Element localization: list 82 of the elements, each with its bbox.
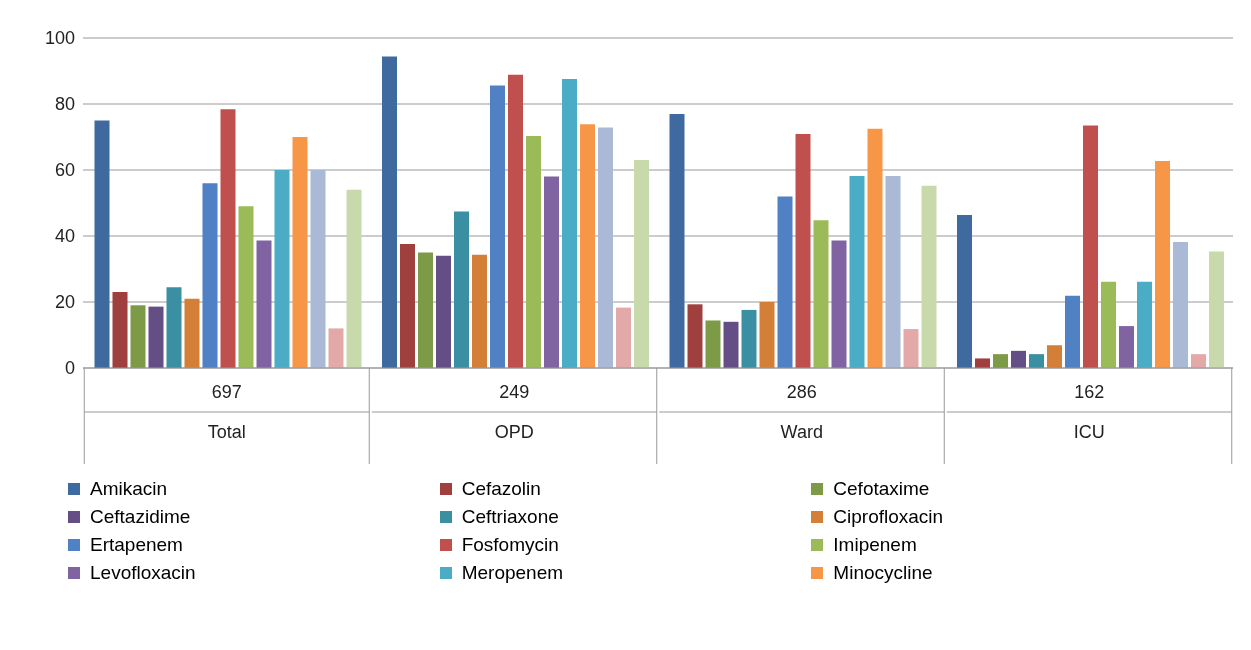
legend-label: Meropenem: [461, 562, 564, 584]
y-tick-label: 80: [54, 94, 75, 115]
y-tick-label: 0: [64, 358, 75, 379]
bar: [436, 255, 451, 368]
bar: [310, 170, 326, 368]
bar: [1065, 295, 1080, 368]
bar: [562, 78, 577, 368]
bar: [723, 321, 739, 368]
bar: [687, 304, 703, 368]
legend-label: Levofloxacin: [90, 562, 196, 584]
bar: [957, 214, 972, 368]
bar: [1155, 161, 1170, 368]
bar: [220, 109, 236, 368]
bar: [94, 120, 110, 368]
bar: [130, 305, 146, 368]
bar: [202, 183, 218, 368]
bar: [454, 211, 469, 368]
legend-label: Ciprofloxacin: [833, 506, 944, 528]
bar: [1047, 345, 1062, 368]
legend-label: Ceftazidime: [90, 506, 191, 528]
bar: [184, 298, 200, 368]
bar: [490, 85, 505, 368]
bar: [148, 306, 164, 368]
bar: [598, 127, 613, 368]
bar: [292, 137, 308, 368]
legend-label: Imipenem: [833, 534, 917, 556]
bar: [526, 136, 541, 368]
bar: [112, 292, 128, 368]
bar: [580, 124, 595, 368]
legend-label: Minocycline: [833, 562, 933, 584]
bar: [867, 128, 883, 368]
legend-label: Ertapenem: [90, 534, 183, 556]
bar: [1137, 281, 1152, 368]
bar: [274, 170, 290, 368]
bar: [634, 160, 649, 368]
legend-label: Cefazolin: [461, 478, 541, 500]
bar: [759, 302, 775, 368]
bar: [669, 113, 685, 368]
bar: [1029, 354, 1044, 368]
bar: [1191, 354, 1206, 368]
bar: [328, 328, 344, 368]
bar: [508, 74, 523, 368]
bar: [166, 287, 182, 368]
bar: [1209, 251, 1224, 368]
bar: [741, 309, 757, 368]
x-tick-label: 286 Ward: [780, 382, 823, 442]
bar: [1083, 125, 1098, 368]
legend-label: Ceftriaxone: [461, 506, 559, 528]
bar: [1101, 281, 1116, 368]
bar: [400, 243, 415, 368]
bar: [1173, 241, 1188, 368]
legend-label: Amikacin: [90, 478, 168, 500]
bar: [975, 358, 990, 368]
x-tick-label: 249 OPD: [494, 382, 534, 442]
bar: [903, 329, 919, 368]
bar: [256, 240, 272, 368]
bar: [1011, 350, 1026, 368]
bar: [831, 240, 847, 368]
x-tick-label: 697 Total: [207, 382, 246, 442]
bar: [418, 252, 433, 368]
y-tick-label: 100: [44, 28, 75, 49]
bar: [921, 185, 937, 368]
bar: [238, 206, 254, 368]
y-tick-label: 40: [54, 226, 75, 247]
y-tick-label: 20: [54, 292, 75, 313]
bar: [795, 134, 811, 368]
y-tick-label: 60: [54, 160, 75, 181]
bar: [616, 307, 631, 368]
bar: [382, 56, 397, 368]
bar: [544, 176, 559, 368]
bar: [1119, 326, 1134, 368]
legend-label: Cefotaxime: [833, 478, 930, 500]
x-tick-label: 162 ICU: [1073, 382, 1105, 442]
bar: [346, 189, 362, 368]
bar: [849, 175, 865, 368]
bar: [472, 254, 487, 368]
bar: [993, 354, 1008, 368]
legend-label: Fosfomycin: [461, 534, 559, 556]
bar: [885, 175, 901, 368]
bar: [705, 320, 721, 368]
bar: [777, 196, 793, 368]
bar: [813, 220, 829, 368]
